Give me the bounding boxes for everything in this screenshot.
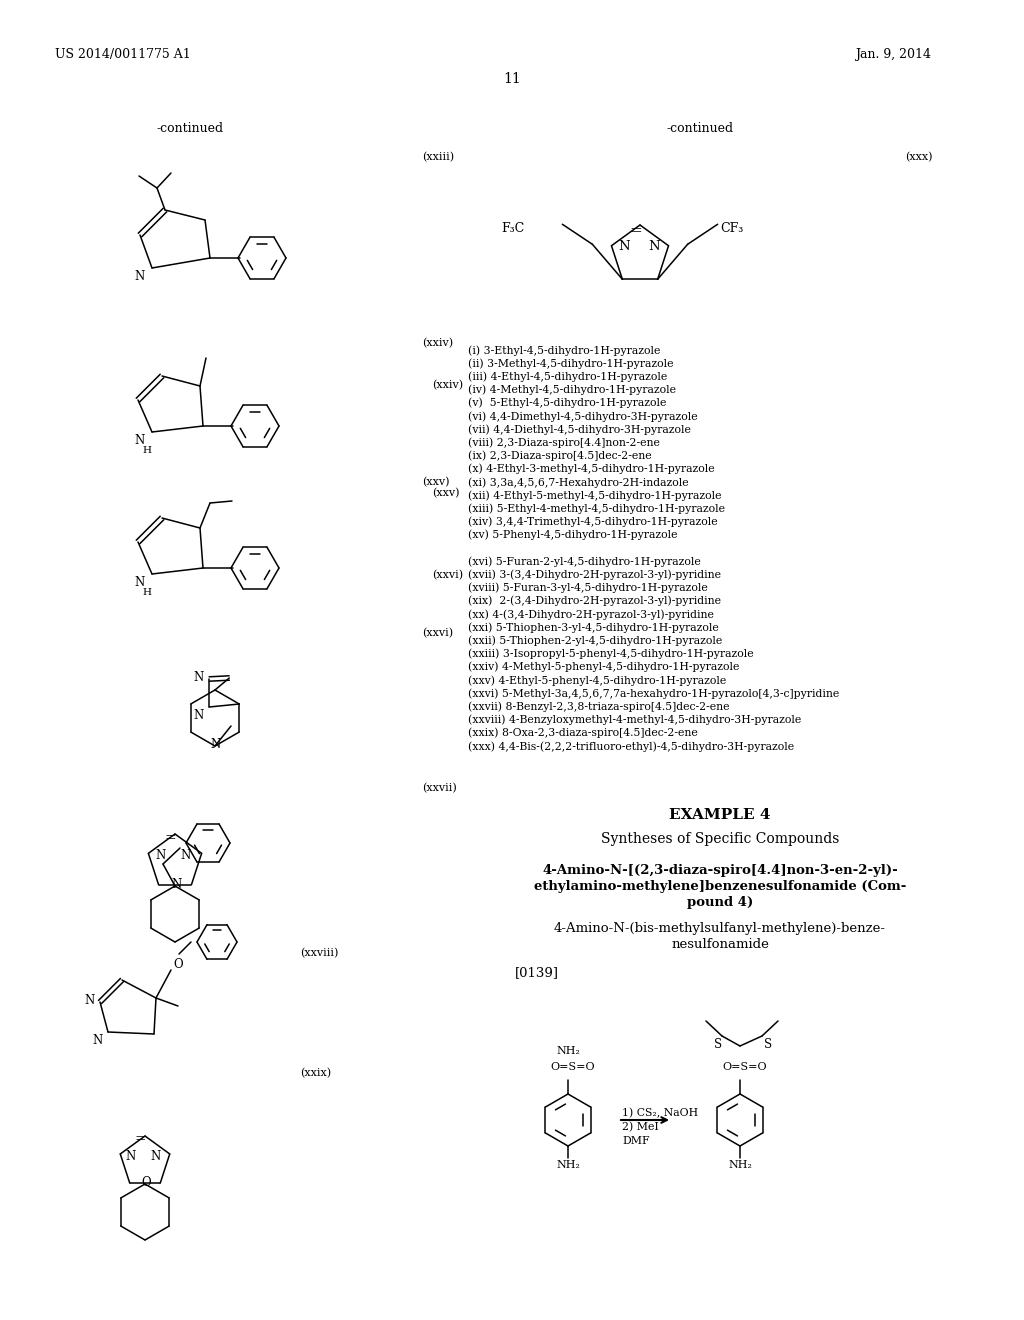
Text: (xxx): (xxx) bbox=[905, 152, 933, 162]
Text: (v)  5-Ethyl-4,5-dihydro-1H-pyrazole: (v) 5-Ethyl-4,5-dihydro-1H-pyrazole bbox=[468, 397, 667, 408]
Text: S: S bbox=[714, 1038, 722, 1051]
Text: O=S=O: O=S=O bbox=[550, 1063, 595, 1072]
Text: =: = bbox=[630, 224, 642, 238]
Text: N: N bbox=[134, 576, 144, 589]
Text: H: H bbox=[142, 446, 151, 455]
Text: N: N bbox=[171, 878, 181, 891]
Text: (xxix) 8-Oxa-2,3-diaza-spiro[4.5]dec-2-ene: (xxix) 8-Oxa-2,3-diaza-spiro[4.5]dec-2-e… bbox=[468, 727, 697, 738]
Text: (xxix): (xxix) bbox=[300, 1068, 331, 1078]
Text: O: O bbox=[141, 1176, 151, 1189]
Text: US 2014/0011775 A1: US 2014/0011775 A1 bbox=[55, 48, 190, 61]
Text: (vi) 4,4-Dimethyl-4,5-dihydro-3H-pyrazole: (vi) 4,4-Dimethyl-4,5-dihydro-3H-pyrazol… bbox=[468, 411, 697, 421]
Text: (xii) 4-Ethyl-5-methyl-4,5-dihydro-1H-pyrazole: (xii) 4-Ethyl-5-methyl-4,5-dihydro-1H-py… bbox=[468, 490, 722, 500]
Text: 4-Amino-N-(bis-methylsulfanyl-methylene)-benze-: 4-Amino-N-(bis-methylsulfanyl-methylene)… bbox=[554, 921, 886, 935]
Text: N: N bbox=[180, 849, 190, 862]
Text: (xxv) 4-Ethyl-5-phenyl-4,5-dihydro-1H-pyrazole: (xxv) 4-Ethyl-5-phenyl-4,5-dihydro-1H-py… bbox=[468, 675, 726, 685]
Text: N: N bbox=[150, 1150, 160, 1163]
Text: -continued: -continued bbox=[667, 121, 733, 135]
Text: (xxvi): (xxvi) bbox=[432, 570, 463, 581]
Text: (xxv): (xxv) bbox=[422, 477, 450, 487]
Text: (iii) 4-Ethyl-4,5-dihydro-1H-pyrazole: (iii) 4-Ethyl-4,5-dihydro-1H-pyrazole bbox=[468, 371, 668, 381]
Text: NH₂: NH₂ bbox=[556, 1045, 580, 1056]
Text: N: N bbox=[92, 1034, 102, 1047]
Text: (iv) 4-Methyl-4,5-dihydro-1H-pyrazole: (iv) 4-Methyl-4,5-dihydro-1H-pyrazole bbox=[468, 384, 676, 395]
Text: [0139]: [0139] bbox=[515, 966, 559, 979]
Text: EXAMPLE 4: EXAMPLE 4 bbox=[670, 808, 771, 822]
Text: (xxiv) 4-Methyl-5-phenyl-4,5-dihydro-1H-pyrazole: (xxiv) 4-Methyl-5-phenyl-4,5-dihydro-1H-… bbox=[468, 661, 739, 672]
Text: (xviii) 5-Furan-3-yl-4,5-dihydro-1H-pyrazole: (xviii) 5-Furan-3-yl-4,5-dihydro-1H-pyra… bbox=[468, 582, 708, 593]
Text: (xxvi) 5-Methyl-3a,4,5,6,7,7a-hexahydro-1H-pyrazolo[4,3-c]pyridine: (xxvi) 5-Methyl-3a,4,5,6,7,7a-hexahydro-… bbox=[468, 688, 840, 698]
Text: CF₃: CF₃ bbox=[721, 222, 743, 235]
Text: NH₂: NH₂ bbox=[556, 1160, 580, 1170]
Text: (vii) 4,4-Diethyl-4,5-dihydro-3H-pyrazole: (vii) 4,4-Diethyl-4,5-dihydro-3H-pyrazol… bbox=[468, 424, 691, 434]
Text: N: N bbox=[134, 434, 144, 447]
Text: pound 4): pound 4) bbox=[687, 896, 753, 909]
Text: (ix) 2,3-Diaza-spiro[4.5]dec-2-ene: (ix) 2,3-Diaza-spiro[4.5]dec-2-ene bbox=[468, 450, 651, 461]
Text: Jan. 9, 2014: Jan. 9, 2014 bbox=[855, 48, 931, 61]
Text: N: N bbox=[210, 738, 220, 751]
Text: N: N bbox=[134, 271, 144, 282]
Text: 2) MeI: 2) MeI bbox=[622, 1122, 658, 1133]
Text: (ii) 3-Methyl-4,5-dihydro-1H-pyrazole: (ii) 3-Methyl-4,5-dihydro-1H-pyrazole bbox=[468, 358, 674, 368]
Text: (xv) 5-Phenyl-4,5-dihydro-1H-pyrazole: (xv) 5-Phenyl-4,5-dihydro-1H-pyrazole bbox=[468, 529, 678, 540]
Text: (xxvii): (xxvii) bbox=[422, 783, 457, 793]
Text: -continued: -continued bbox=[157, 121, 223, 135]
Text: nesulfonamide: nesulfonamide bbox=[671, 939, 769, 950]
Text: N: N bbox=[84, 994, 94, 1007]
Text: (xxviii): (xxviii) bbox=[300, 948, 338, 958]
Text: 4-Amino-N-[(2,3-diaza-spiro[4.4]non-3-en-2-yl)-: 4-Amino-N-[(2,3-diaza-spiro[4.4]non-3-en… bbox=[542, 865, 898, 876]
Text: (xx) 4-(3,4-Dihydro-2H-pyrazol-3-yl)-pyridine: (xx) 4-(3,4-Dihydro-2H-pyrazol-3-yl)-pyr… bbox=[468, 609, 714, 619]
Text: 11: 11 bbox=[503, 73, 521, 86]
Text: (xxiii) 3-Isopropyl-5-phenyl-4,5-dihydro-1H-pyrazole: (xxiii) 3-Isopropyl-5-phenyl-4,5-dihydro… bbox=[468, 648, 754, 659]
Text: (x) 4-Ethyl-3-methyl-4,5-dihydro-1H-pyrazole: (x) 4-Ethyl-3-methyl-4,5-dihydro-1H-pyra… bbox=[468, 463, 715, 474]
Text: F₃C: F₃C bbox=[501, 222, 524, 235]
Text: H: H bbox=[142, 587, 151, 597]
Text: =: = bbox=[134, 1133, 145, 1146]
Text: (xxiv): (xxiv) bbox=[422, 338, 454, 348]
Text: N: N bbox=[155, 849, 165, 862]
Text: (xvi) 5-Furan-2-yl-4,5-dihydro-1H-pyrazole: (xvi) 5-Furan-2-yl-4,5-dihydro-1H-pyrazo… bbox=[468, 556, 700, 566]
Text: N: N bbox=[125, 1150, 135, 1163]
Text: (xix)  2-(3,4-Dihydro-2H-pyrazol-3-yl)-pyridine: (xix) 2-(3,4-Dihydro-2H-pyrazol-3-yl)-py… bbox=[468, 595, 721, 606]
Text: (xxx) 4,4-Bis-(2,2,2-trifluoro-ethyl)-4,5-dihydro-3H-pyrazole: (xxx) 4,4-Bis-(2,2,2-trifluoro-ethyl)-4,… bbox=[468, 741, 795, 751]
Text: (xxvi): (xxvi) bbox=[422, 628, 454, 639]
Text: 1) CS₂, NaOH: 1) CS₂, NaOH bbox=[622, 1107, 698, 1118]
Text: (viii) 2,3-Diaza-spiro[4.4]non-2-ene: (viii) 2,3-Diaza-spiro[4.4]non-2-ene bbox=[468, 437, 659, 447]
Text: DMF: DMF bbox=[622, 1137, 649, 1146]
Text: (xxvii) 8-Benzyl-2,3,8-triaza-spiro[4.5]dec-2-ene: (xxvii) 8-Benzyl-2,3,8-triaza-spiro[4.5]… bbox=[468, 701, 729, 711]
Text: (xxi) 5-Thiophen-3-yl-4,5-dihydro-1H-pyrazole: (xxi) 5-Thiophen-3-yl-4,5-dihydro-1H-pyr… bbox=[468, 622, 719, 632]
Text: S: S bbox=[764, 1038, 772, 1051]
Text: =: = bbox=[164, 832, 176, 845]
Text: (xvii) 3-(3,4-Dihydro-2H-pyrazol-3-yl)-pyridine: (xvii) 3-(3,4-Dihydro-2H-pyrazol-3-yl)-p… bbox=[468, 569, 721, 579]
Text: N: N bbox=[194, 709, 204, 722]
Text: ethylamino-methylene]benzenesulfonamide (Com-: ethylamino-methylene]benzenesulfonamide … bbox=[534, 880, 906, 894]
Text: (xiv) 3,4,4-Trimethyl-4,5-dihydro-1H-pyrazole: (xiv) 3,4,4-Trimethyl-4,5-dihydro-1H-pyr… bbox=[468, 516, 718, 527]
Text: N: N bbox=[194, 671, 204, 684]
Text: O: O bbox=[173, 958, 182, 972]
Text: (xxv): (xxv) bbox=[432, 488, 460, 499]
Text: Syntheses of Specific Compounds: Syntheses of Specific Compounds bbox=[601, 832, 840, 846]
Text: (xxii) 5-Thiophen-2-yl-4,5-dihydro-1H-pyrazole: (xxii) 5-Thiophen-2-yl-4,5-dihydro-1H-py… bbox=[468, 635, 722, 645]
Text: O=S=O: O=S=O bbox=[722, 1063, 767, 1072]
Text: (xxiii): (xxiii) bbox=[422, 152, 454, 162]
Text: (xxiv): (xxiv) bbox=[432, 380, 463, 391]
Text: N: N bbox=[648, 240, 659, 253]
Text: (xxviii) 4-Benzyloxymethyl-4-methyl-4,5-dihydro-3H-pyrazole: (xxviii) 4-Benzyloxymethyl-4-methyl-4,5-… bbox=[468, 714, 801, 725]
Text: NH₂: NH₂ bbox=[728, 1160, 752, 1170]
Text: (i) 3-Ethyl-4,5-dihydro-1H-pyrazole: (i) 3-Ethyl-4,5-dihydro-1H-pyrazole bbox=[468, 345, 660, 355]
Text: (xiii) 5-Ethyl-4-methyl-4,5-dihydro-1H-pyrazole: (xiii) 5-Ethyl-4-methyl-4,5-dihydro-1H-p… bbox=[468, 503, 725, 513]
Text: (xi) 3,3a,4,5,6,7-Hexahydro-2H-indazole: (xi) 3,3a,4,5,6,7-Hexahydro-2H-indazole bbox=[468, 477, 688, 487]
Text: N: N bbox=[618, 240, 630, 253]
